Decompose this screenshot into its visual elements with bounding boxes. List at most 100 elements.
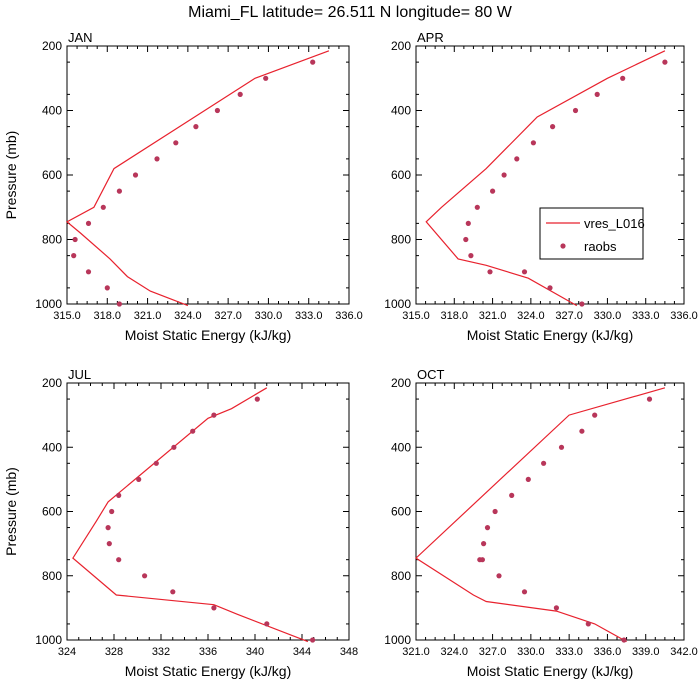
chart-panel-jul: 324 328 332 336 340 344 348 200 400 600 800 1000 JUL… bbox=[3, 367, 358, 679]
raobs-point bbox=[153, 460, 159, 466]
raobs-point bbox=[100, 204, 106, 210]
raobs-point bbox=[116, 492, 122, 498]
raobs-point bbox=[620, 75, 626, 81]
y-tick-label: 800 bbox=[42, 233, 62, 247]
x-tick-label: 336.0 bbox=[335, 310, 363, 322]
y-tick-label: 200 bbox=[42, 376, 62, 390]
raobs-point bbox=[579, 301, 585, 307]
raobs-point bbox=[501, 172, 507, 178]
chart-panel-oct: 321.0 324.0 327.0 330.0 333.0 336.0 339.0 342.0… bbox=[384, 367, 697, 679]
x-tick-label: 315.0 bbox=[53, 310, 81, 322]
raobs-point bbox=[109, 508, 115, 515]
raobs-point bbox=[530, 140, 537, 146]
raobs-point bbox=[479, 557, 485, 563]
y-tick-label: 600 bbox=[391, 168, 411, 182]
y-tick-label: 600 bbox=[42, 505, 62, 519]
raobs-point bbox=[173, 140, 179, 146]
panel-label: APR bbox=[417, 30, 444, 45]
x-tick-label: 330.0 bbox=[594, 310, 622, 322]
x-tick-label: 324.0 bbox=[174, 310, 202, 322]
raobs-point bbox=[509, 492, 515, 498]
y-tick-label: 400 bbox=[42, 104, 62, 118]
x-axis-label: Moist Static Energy (kJ/kg) bbox=[125, 327, 292, 343]
x-tick-label: 336.0 bbox=[670, 310, 698, 322]
raobs-point bbox=[463, 236, 469, 243]
y-tick-label: 400 bbox=[391, 104, 411, 118]
raobs-point bbox=[193, 124, 199, 130]
legend-box bbox=[539, 207, 644, 260]
raobs-point bbox=[116, 557, 122, 563]
x-tick-label: 328 bbox=[105, 646, 123, 658]
raobs-point bbox=[171, 444, 177, 450]
plot-frame bbox=[415, 382, 685, 641]
raobs-point bbox=[142, 573, 148, 579]
raobs-point bbox=[481, 541, 487, 547]
x-tick-label: 336.0 bbox=[594, 646, 622, 658]
raobs-point bbox=[553, 605, 560, 611]
raobs-point bbox=[237, 91, 243, 97]
chart-panel-jan: 315.0 318.0 321.0 324.0 327.0 330.0 333.0 336.0… bbox=[3, 30, 363, 343]
y-tick-label: 600 bbox=[42, 168, 62, 182]
chart-title: Miami_FL latitude= 26.511 N longitude= 8… bbox=[188, 4, 512, 21]
y-tick-label: 200 bbox=[42, 39, 62, 53]
x-tick-label: 321.0 bbox=[402, 646, 430, 658]
x-tick-label: 344 bbox=[293, 646, 311, 658]
raobs-point bbox=[136, 476, 142, 482]
x-tick-label: 333.0 bbox=[632, 310, 660, 322]
raobs-point bbox=[521, 269, 528, 275]
x-axis-label: Moist Static Energy (kJ/kg) bbox=[467, 327, 634, 343]
x-tick-label: 333.0 bbox=[295, 310, 323, 322]
raobs-point bbox=[547, 285, 553, 291]
raobs-point bbox=[132, 172, 139, 178]
panel-label: JUL bbox=[68, 367, 91, 382]
raobs-point bbox=[558, 444, 565, 450]
y-tick-label: 800 bbox=[391, 233, 411, 247]
x-tick-label: 324 bbox=[58, 646, 76, 658]
y-tick-label: 600 bbox=[391, 505, 411, 519]
y-tick-label: 1000 bbox=[35, 633, 62, 647]
y-tick-label: 400 bbox=[42, 440, 62, 454]
raobs-point bbox=[521, 589, 528, 595]
x-tick-label: 327.0 bbox=[555, 310, 583, 322]
raobs-point bbox=[170, 589, 176, 595]
raobs-point bbox=[468, 253, 474, 259]
raobs-point bbox=[263, 75, 269, 81]
chart-panel-apr: 315.0 318.0 321.0 324.0 327.0 330.0 333.0 336.0… bbox=[384, 30, 697, 343]
raobs-point bbox=[594, 91, 600, 97]
raobs-point bbox=[211, 605, 217, 611]
x-axis-label: Moist Static Energy (kJ/kg) bbox=[467, 663, 634, 679]
x-tick-label: 315.0 bbox=[402, 310, 430, 322]
series-line-vres-l016 bbox=[425, 50, 666, 307]
raobs-point bbox=[105, 525, 111, 531]
raobs-point bbox=[264, 621, 270, 627]
raobs-point bbox=[116, 188, 122, 194]
raobs-point bbox=[525, 476, 531, 482]
raobs-point bbox=[465, 220, 471, 226]
x-tick-label: 332 bbox=[152, 646, 170, 658]
raobs-point bbox=[254, 396, 260, 402]
raobs-point bbox=[550, 124, 556, 130]
raobs-point bbox=[310, 59, 316, 65]
panel-label: JAN bbox=[68, 30, 93, 45]
raobs-point bbox=[662, 59, 668, 65]
raobs-point bbox=[484, 525, 491, 531]
raobs-point bbox=[104, 285, 110, 291]
y-tick-label: 1000 bbox=[35, 297, 62, 311]
x-tick-label: 339.0 bbox=[632, 646, 660, 658]
raobs-point bbox=[310, 637, 316, 643]
x-tick-label: 321.0 bbox=[134, 310, 162, 322]
raobs-point bbox=[579, 428, 585, 434]
plot-frame bbox=[66, 45, 350, 305]
plot-frame bbox=[415, 45, 685, 305]
raobs-point bbox=[496, 573, 502, 579]
x-tick-label: 327.0 bbox=[479, 646, 507, 658]
x-tick-label: 330.0 bbox=[255, 310, 283, 322]
raobs-point bbox=[490, 188, 496, 194]
panel-label: OCT bbox=[417, 367, 445, 382]
raobs-point bbox=[72, 236, 78, 243]
y-tick-label: 1000 bbox=[384, 633, 411, 647]
y-tick-label: 200 bbox=[391, 39, 411, 53]
raobs-point bbox=[71, 253, 77, 259]
raobs-point bbox=[572, 107, 579, 114]
